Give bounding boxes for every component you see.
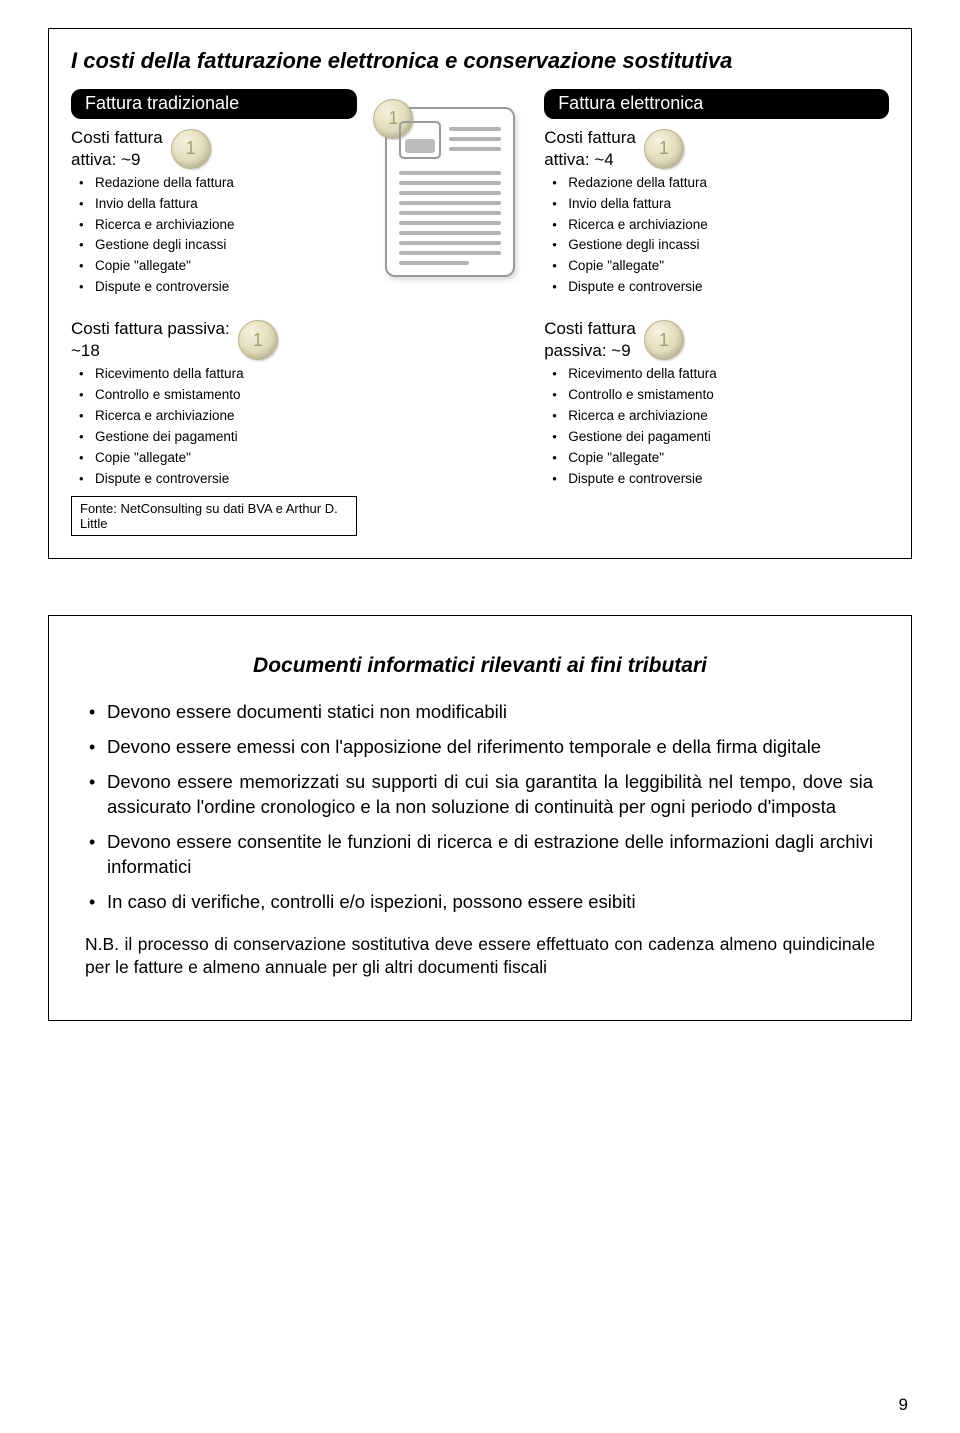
pill-elettronica: Fattura elettronica [544,89,889,119]
list-item: Ricerca e archiviazione [558,215,889,236]
document-icon: 1 [385,107,515,277]
list-item: Ricevimento della fattura [558,364,889,385]
list-item: Copie "allegate" [558,448,889,469]
head-passiva-trad: Costi fattura passiva: ~18 [71,318,230,362]
pill-tradizionale: Fattura tradizionale [71,89,357,119]
source-box: Fonte: NetConsulting su dati BVA e Arthu… [71,496,357,536]
euro-coin-icon: 1 [644,320,684,360]
list-attiva-el: Redazione della fattura Invio della fatt… [544,173,889,299]
col-tradizionale: Fattura tradizionale Costi fattura attiv… [71,89,357,299]
list-item: Ricerca e archiviazione [558,406,889,427]
list-item: Copie "allegate" [558,256,889,277]
list-item: Gestione degli incassi [85,235,357,256]
col-passiva-el: Costi fattura passiva: ~9 1 Ricevimento … [544,318,889,490]
col-elettronica: Fattura elettronica Costi fattura attiva… [544,89,889,299]
list-item: Dispute e controversie [85,277,357,298]
euro-coin-icon: 1 [644,129,684,169]
list-item: Ricerca e archiviazione [85,215,357,236]
list-item: Redazione della fattura [558,173,889,194]
list-item: Gestione dei pagamenti [85,427,357,448]
euro-coin-icon: 1 [238,320,278,360]
list-item: Redazione della fattura [85,173,357,194]
list-item: Dispute e controversie [85,469,357,490]
list-item: Devono essere memorizzati su supporti di… [87,770,873,820]
slide2-title: Documenti informatici rilevanti ai fini … [85,654,875,678]
list-item: Devono essere consentite le funzioni di … [87,830,873,880]
list-item: Devono essere documenti statici non modi… [87,700,873,725]
list-item: Dispute e controversie [558,469,889,490]
list-passiva-trad: Ricevimento della fattura Controllo e sm… [71,364,357,490]
row1: Fattura tradizionale Costi fattura attiv… [71,89,889,299]
head-attiva-el: Costi fattura attiva: ~4 [544,127,636,171]
list-item: In caso di verifiche, controlli e/o ispe… [87,890,873,915]
list-item: Controllo e smistamento [85,385,357,406]
page-number: 9 [899,1395,908,1415]
euro-coin-icon: 1 [171,129,211,169]
nb-text: N.B. il processo di conservazione sostit… [85,933,875,980]
list-item: Ricevimento della fattura [85,364,357,385]
list-item: Gestione dei pagamenti [558,427,889,448]
head-attiva-trad: Costi fattura attiva: ~9 [71,127,163,171]
list-passiva-el: Ricevimento della fattura Controllo e sm… [544,364,889,490]
row2: Costi fattura passiva: ~18 1 Ricevimento… [71,318,889,536]
big-bullets: Devono essere documenti statici non modi… [85,700,875,915]
list-attiva-trad: Redazione della fattura Invio della fatt… [71,173,357,299]
list-item: Invio della fattura [85,194,357,215]
list-item: Devono essere emessi con l'apposizione d… [87,735,873,760]
list-item: Invio della fattura [558,194,889,215]
list-item: Ricerca e archiviazione [85,406,357,427]
col-passiva-trad: Costi fattura passiva: ~18 1 Ricevimento… [71,318,357,536]
slide-documenti: Documenti informatici rilevanti ai fini … [48,615,912,1021]
list-item: Controllo e smistamento [558,385,889,406]
list-item: Copie "allegate" [85,448,357,469]
doc-icon-col: 1 [367,89,534,277]
slide-costi: I costi della fatturazione elettronica e… [48,28,912,559]
list-item: Copie "allegate" [85,256,357,277]
list-item: Gestione degli incassi [558,235,889,256]
head-passiva-el: Costi fattura passiva: ~9 [544,318,636,362]
slide1-title: I costi della fatturazione elettronica e… [71,47,889,75]
list-item: Dispute e controversie [558,277,889,298]
